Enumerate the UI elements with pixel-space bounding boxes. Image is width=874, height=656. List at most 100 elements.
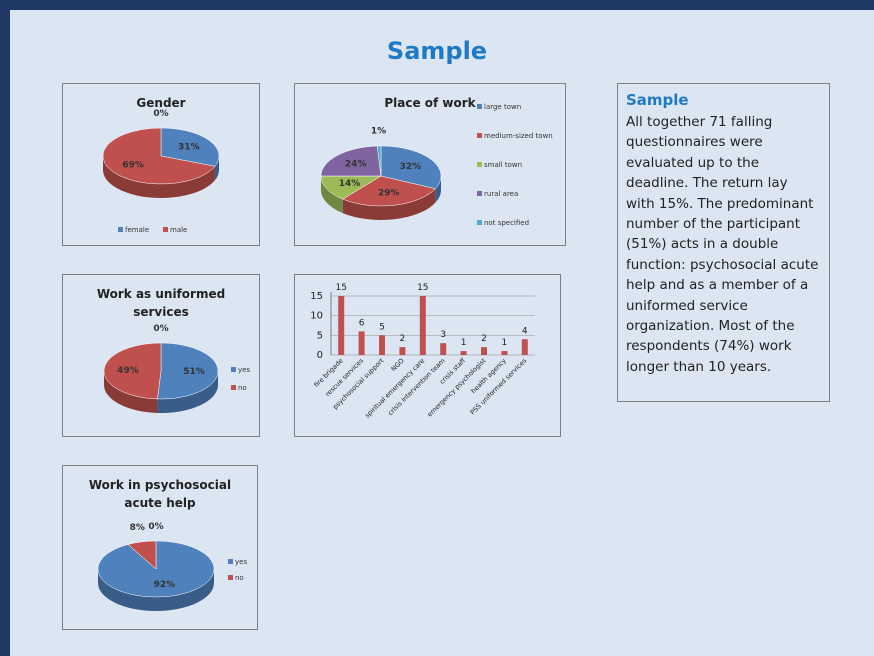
data-label: 1 [502, 338, 508, 348]
legend-label: not specified [484, 219, 529, 227]
pie-slice [157, 342, 219, 400]
data-label: 15 [335, 283, 346, 293]
pie-slice [320, 175, 382, 200]
pie-slice [380, 145, 442, 190]
pie-side [157, 371, 218, 413]
text-line: All together 71 falling [626, 114, 773, 130]
text-line: help and as a member of a [626, 277, 809, 294]
bar [481, 347, 487, 355]
data-label: 69% [122, 161, 144, 171]
legend-label: medium-sized town [484, 132, 553, 140]
text-box-body: All together 71 falling questionnaires we… [626, 112, 818, 377]
pie-sides [98, 569, 214, 611]
pie-side [321, 176, 343, 214]
data-label: 24% [345, 160, 367, 170]
text-line: (51%) acts in a double [626, 236, 779, 253]
chart: 92% 8% 0% yes no [97, 522, 247, 611]
bar [419, 296, 426, 355]
legend-swatch [231, 367, 236, 372]
text-line: deadline. The return lay [626, 175, 788, 192]
legend-swatch [228, 575, 233, 580]
data-label: 4 [522, 326, 528, 336]
text-line: uniformed service [626, 297, 748, 314]
bar [440, 343, 447, 355]
legend-label: no [235, 574, 244, 582]
pie-slice [320, 145, 382, 177]
bar [460, 351, 467, 355]
y-tick-label: 0 [317, 350, 323, 361]
y-tick-label: 15 [310, 291, 323, 302]
data-label: 31% [178, 142, 200, 152]
text-line: function: psychosocial acute [626, 256, 819, 273]
data-label: 32% [400, 162, 422, 172]
legend-label: small town [484, 161, 522, 169]
legend-swatch [163, 227, 168, 232]
chart: 51% 49% 0% yes no [103, 324, 250, 413]
pie-slice [160, 127, 220, 167]
y-tick-label: 5 [317, 330, 323, 341]
data-label: 0% [148, 522, 163, 532]
legend-label: rural area [484, 190, 518, 198]
chart: 31% 69% 0% female male [102, 109, 220, 234]
chart-title: Work as uniformed services [96, 287, 226, 319]
legend-label: no [238, 384, 247, 392]
pie-side [342, 188, 436, 220]
data-label: 3 [440, 330, 446, 340]
legend-swatch [118, 227, 123, 232]
bar [358, 331, 365, 355]
data-label: 1 [461, 338, 467, 348]
chart-box: 92% 8% 0% yes no Work in psychosocial acute h… [62, 465, 258, 630]
pie-slice [103, 342, 162, 400]
text-line: respondents (74%) work [626, 338, 792, 355]
text-line: with 15%. The predominant [626, 195, 814, 212]
pie-side [103, 156, 215, 198]
legend-swatch [477, 162, 482, 167]
pie-sides [103, 156, 219, 198]
text-box-title: Sample [626, 91, 689, 109]
legend-swatch [477, 104, 482, 109]
data-label: 5 [379, 322, 385, 332]
pie-side [98, 569, 214, 611]
bar [501, 351, 508, 355]
legend-label: yes [235, 558, 247, 566]
y-tick-label: 10 [310, 311, 323, 322]
legend-swatch [477, 220, 482, 225]
pie-side [214, 156, 219, 181]
pie-side [104, 371, 158, 413]
legend-label: male [170, 226, 187, 234]
data-label: 0% [153, 109, 168, 119]
data-label: 14% [339, 179, 361, 189]
text-line: longer than 10 years. [626, 358, 772, 375]
chart-box: 31% 69% 0% female male Gender [62, 83, 260, 246]
pie-slice [376, 145, 382, 177]
legend-label: female [125, 226, 149, 234]
legend-swatch [231, 385, 236, 390]
text-box: Sample All together 71 falling questionna… [617, 83, 830, 402]
chart-title: Place of work [384, 96, 476, 110]
legend-swatch [228, 559, 233, 564]
data-label: 51% [183, 367, 205, 377]
data-label: 0% [153, 324, 168, 334]
data-label: 15 [417, 283, 428, 293]
text-line: questionnaires were [626, 134, 763, 151]
chart-title: Work in psychosocial acute help [88, 478, 232, 510]
chart-box: 51% 49% 0% yes no Work as uniformed services [62, 274, 260, 437]
legend-swatch [477, 133, 482, 138]
chart-title: Gender [136, 96, 186, 110]
pie-slice [342, 175, 436, 207]
text-line: organization. Most of the [626, 318, 795, 335]
pie-slice [102, 127, 216, 185]
data-label: 29% [378, 188, 400, 198]
data-label: 8% [130, 523, 145, 533]
data-label: 1% [371, 127, 386, 137]
text-line: evaluated up to the [626, 154, 760, 171]
data-label: 6 [359, 318, 365, 328]
data-label: 49% [117, 366, 139, 376]
chart-box: 32% 29% 14% 24% 1% large town medium-sized tow… [294, 83, 566, 246]
text-line: number of the participant [626, 216, 801, 233]
legend-label: yes [238, 366, 250, 374]
bar [338, 296, 345, 355]
top-bar [0, 0, 874, 10]
legend-swatch [477, 191, 482, 196]
